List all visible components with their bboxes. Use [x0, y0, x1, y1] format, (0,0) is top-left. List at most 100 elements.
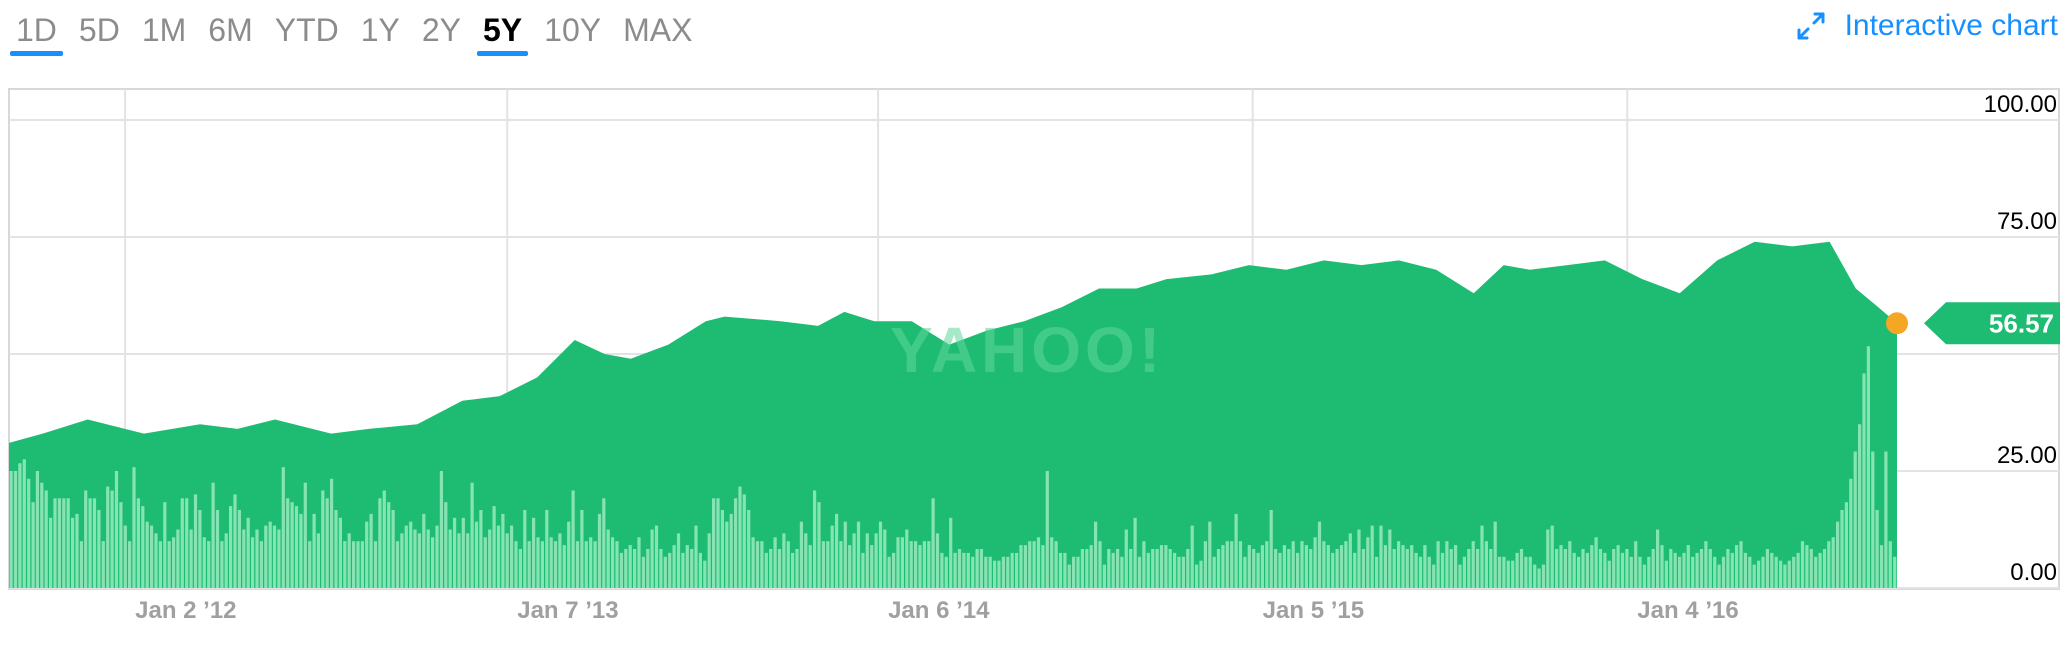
- volume-bar: [1344, 541, 1348, 588]
- volume-bar: [211, 482, 215, 588]
- range-tab-5d[interactable]: 5D: [78, 12, 120, 48]
- volume-bar: [158, 541, 162, 588]
- volume-bar: [330, 478, 334, 588]
- range-tab-1m[interactable]: 1M: [141, 12, 187, 48]
- volume-bar: [1256, 552, 1260, 588]
- range-tab-5y[interactable]: 5Y: [475, 8, 530, 56]
- volume-bar: [1137, 556, 1142, 588]
- range-tab-1d[interactable]: 1D: [8, 8, 65, 56]
- volume-bar: [672, 545, 676, 588]
- volume-bar: [167, 541, 171, 588]
- volume-bar: [1252, 549, 1256, 588]
- volume-bar: [1515, 552, 1519, 588]
- volume-bar: [975, 549, 979, 588]
- volume-bar: [1370, 525, 1374, 588]
- volume-bar: [426, 529, 430, 588]
- volume-bar: [1317, 521, 1322, 588]
- range-tab-max[interactable]: MAX: [623, 12, 693, 48]
- current-price-label: 56.57: [1989, 308, 2054, 338]
- volume-bar: [681, 552, 685, 588]
- volume-bar: [1269, 510, 1273, 588]
- volume-bar: [637, 537, 641, 588]
- volume-bar: [1678, 556, 1682, 588]
- volume-bar: [896, 537, 900, 588]
- volume-bar: [57, 498, 61, 588]
- volume-bar: [1335, 549, 1339, 588]
- volume-bars-front: [9, 346, 1897, 588]
- volume-bar: [628, 545, 632, 588]
- volume-bar: [1432, 564, 1436, 588]
- volume-bar: [1098, 541, 1102, 588]
- volume-bar: [1265, 541, 1269, 588]
- volume-bar: [444, 502, 448, 588]
- volume-bar: [1858, 424, 1862, 588]
- range-tab-6m[interactable]: 6M: [208, 12, 253, 48]
- volume-bar: [953, 552, 957, 588]
- volume-bar: [1274, 549, 1278, 588]
- range-tab-1y[interactable]: 1Y: [360, 12, 400, 48]
- volume-bar: [1656, 529, 1660, 588]
- volume-bar: [1836, 521, 1840, 588]
- volume-bar: [1730, 552, 1734, 588]
- volume-bar: [1462, 556, 1466, 588]
- x-tick-label: Jan 5 ’15: [1263, 597, 1364, 624]
- volume-bar: [1779, 560, 1783, 588]
- volume-bar: [1190, 525, 1194, 588]
- range-tab-10y[interactable]: 10Y: [544, 12, 602, 48]
- volume-bar: [1506, 560, 1510, 588]
- volume-bar: [848, 545, 852, 588]
- volume-bar: [1594, 537, 1598, 588]
- volume-bar: [883, 529, 887, 588]
- volume-bar: [527, 541, 531, 588]
- volume-bar: [830, 525, 834, 588]
- volume-bar: [922, 541, 926, 588]
- volume-bar: [1085, 549, 1089, 588]
- volume-bar: [1502, 556, 1506, 588]
- volume-bar: [1050, 537, 1054, 588]
- volume-bar: [35, 471, 39, 588]
- volume-bar: [1704, 541, 1708, 588]
- volume-bar: [1814, 556, 1818, 588]
- volume-bar: [1296, 552, 1300, 588]
- volume-bar: [1603, 552, 1607, 588]
- y-tick-label: 0.00: [2010, 559, 2057, 586]
- volume-bar: [532, 517, 536, 588]
- volume-bar: [808, 545, 812, 588]
- volume-bar: [1489, 549, 1493, 588]
- volume-bar: [782, 533, 786, 588]
- volume-bar: [940, 552, 944, 588]
- volume-bar: [1774, 556, 1778, 588]
- y-tick-label: 75.00: [1997, 208, 2057, 235]
- volume-bar: [659, 549, 663, 588]
- volume-bar: [448, 529, 452, 588]
- volume-bar: [1383, 545, 1387, 588]
- volume-bar: [1524, 556, 1528, 588]
- volume-bar: [1625, 549, 1629, 588]
- volume-bar: [123, 525, 127, 588]
- volume-bar: [861, 552, 865, 588]
- volume-bar: [479, 510, 483, 588]
- volume-bar: [180, 498, 184, 588]
- volume-bar: [251, 537, 255, 588]
- volume-bar: [813, 490, 817, 588]
- interactive-chart-link[interactable]: Interactive chart: [1795, 6, 2058, 46]
- volume-bar: [141, 506, 145, 588]
- volume-bar: [1809, 549, 1813, 588]
- range-tab-2y[interactable]: 2Y: [421, 12, 461, 48]
- volume-bar: [1392, 549, 1396, 588]
- volume-bar: [220, 541, 224, 588]
- volume-bar: [641, 556, 645, 588]
- x-tick-label: Jan 7 ’13: [517, 597, 618, 624]
- range-tab-ytd[interactable]: YTD: [274, 12, 339, 48]
- volume-bar: [1168, 549, 1172, 588]
- volume-bar: [734, 498, 738, 588]
- volume-bar: [821, 541, 825, 588]
- volume-bar: [1620, 552, 1625, 588]
- volume-bar: [1019, 545, 1023, 588]
- volume-bar: [720, 510, 724, 588]
- volume-bar: [207, 541, 211, 588]
- volume-bar: [1423, 545, 1427, 588]
- volume-bar: [466, 533, 470, 588]
- volume-bar: [75, 513, 79, 588]
